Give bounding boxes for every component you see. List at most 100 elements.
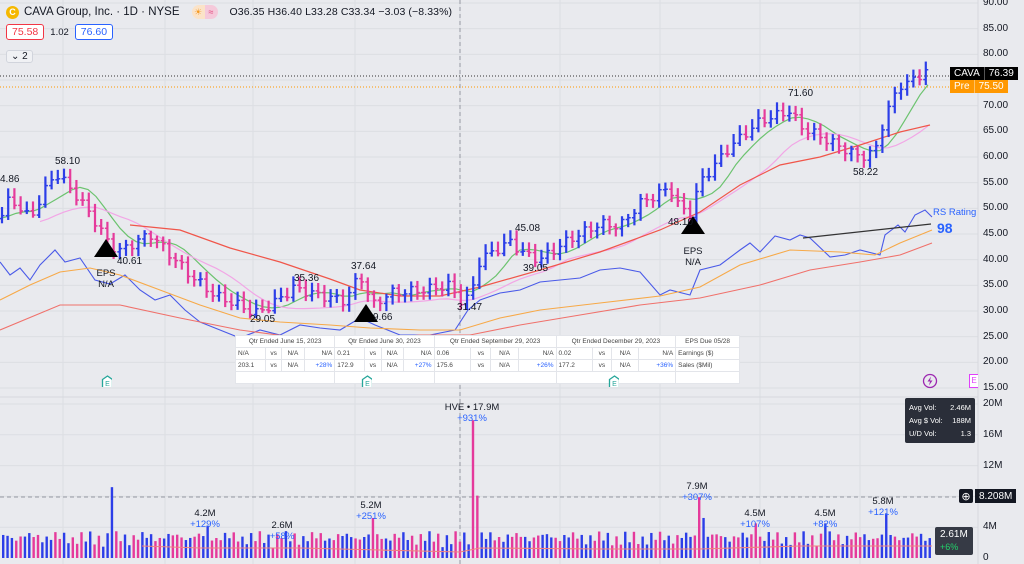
volume-tick: 0 [983,552,989,563]
quarter-header: Qtr Ended June 30, 2023 [334,335,435,348]
volume-label-value: 4.5M [744,508,766,519]
cell: vs [470,359,492,372]
eps-label-value: N/A [98,279,114,290]
cell: N/A [235,347,266,360]
cell: N/A [303,347,336,360]
cell: 203.1 [235,359,266,372]
svg-text:E: E [365,381,370,387]
volume-label: 2.6M +58% [270,520,295,542]
price-tick: 25.00 [983,330,1009,342]
price-label: 37.64 [351,261,377,272]
lightning-icon[interactable] [922,373,938,389]
earnings-e-icon[interactable]: E [101,375,112,387]
pre-market-value: 75.50 [974,80,1008,93]
price-tick: 80.00 [983,48,1009,60]
price-tick: 85.00 [983,22,1009,34]
earnings-e-icon[interactable]: E [361,375,372,387]
svg-text:E: E [105,381,110,387]
moving-averages [0,84,931,310]
volume-label-change: +82% [812,519,838,530]
price-label: 31.47 [457,302,483,313]
cell [234,371,336,384]
earnings-e-icon[interactable]: E [608,375,619,387]
ohlc-values: O36.35 H36.40 L33.28 C33.34 −3.03 (−8.33… [230,6,453,18]
cell: +28% [303,359,336,372]
cell: N/A [611,359,640,372]
earnings-empty-row [234,371,740,384]
cell: +36% [638,359,677,372]
volume-label-value: 7.9M [686,481,708,492]
symbol-header: C CAVA Group, Inc. · 1D · NYSE ☀ ≈ O36.3… [6,5,452,19]
rs-rating-value: 98 [937,220,953,236]
cava-logo: C [6,5,19,19]
buy-button[interactable]: 76.60 [74,24,114,40]
cell: vs [470,347,492,360]
eps-triangle-icon[interactable] [94,239,118,257]
sun-icon: ☀ [191,5,205,19]
eps-due-header: EPS Due 05/28 [675,335,740,348]
eps-label-title: EPS [96,268,116,279]
pre-market-tag: Pre 75.50 [950,80,1008,93]
price-tick: 40.00 [983,253,1009,265]
price-label: 58.22 [853,167,879,178]
cell: vs [364,347,382,360]
volume-label-value: 5.2M [360,500,382,511]
eps-label-value: N/A [685,257,701,268]
close-value: C33.34 [340,6,376,18]
eps-label-title: EPS [683,246,703,257]
volume-label: 5.2M +251% [356,500,386,522]
volume-tick: 20M [983,398,1003,409]
svg-text:E: E [612,381,617,387]
cell: 177.2 [555,359,593,372]
earnings-eps-row: N/A vs N/A N/A 0.21 vs N/A N/A 0.06 vs N/A N/A 0.… [235,347,740,360]
price-bars [0,61,929,319]
eps-triangle-icon[interactable] [354,304,378,322]
rs-trendline[interactable] [802,223,932,239]
volume-label: HVE • 17.9M +931% [445,402,500,424]
price-label: 9.66 [373,312,393,323]
crosshair-volume-tag: 8.208M [975,489,1017,503]
price-label: 29.05 [250,314,276,325]
cell: +26% [517,359,557,372]
cell: 0.06 [433,347,472,360]
volume-label-change: +931% [457,413,487,424]
earnings-e-icon-partial[interactable]: E [969,374,978,388]
price-label: 35.36 [294,273,320,284]
cell: N/A [380,347,404,360]
bid-ask-row: 75.58 1.02 76.60 [6,24,114,40]
price-tick: 30.00 [983,305,1009,316]
volume-label-change: +121% [868,507,898,518]
symbol-title[interactable]: CAVA Group, Inc. · 1D · NYSE [24,6,180,18]
price-label: 71.60 [788,88,814,99]
eps-triangle-icon[interactable] [681,216,705,234]
last-price-tag: CAVA 76.39 [950,67,1018,80]
cell [433,371,557,384]
collapse-indicators-button[interactable]: ⌄ 2 [6,50,33,63]
sell-button[interactable]: 75.58 [6,24,45,40]
cell: vs [591,347,613,360]
stat-ud-vol: U/D Vol: 1.3 [909,429,971,438]
cell: N/A [638,347,677,360]
price-label: 58.10 [55,156,81,167]
wave-icon: ≈ [204,5,218,19]
last-price-value: 76.39 [984,67,1018,80]
volume-label-value: 4.5M [814,508,836,519]
current-volume-value: 2.61M [940,529,968,540]
price-label: 39.05 [523,263,549,274]
price-tick: 35.00 [983,279,1009,291]
status-pill[interactable]: ☀ ≈ [191,5,218,19]
volume-tick: 12M [983,459,1003,471]
cell: 0.02 [555,347,593,360]
add-alert-button[interactable]: ⊕ [959,489,973,503]
eps-label: EPS N/A [96,268,115,290]
price-tick: 55.00 [983,176,1009,188]
eps-markers [94,216,705,322]
volume-bars [2,420,932,558]
quarter-header: Qtr Ended December 29, 2023 [555,335,677,348]
quarter-header: Qtr Ended September 29, 2023 [433,335,557,348]
cell: N/A [380,359,404,372]
cell: 172.9 [334,359,366,372]
cell: N/A [517,347,557,360]
cell: N/A [490,347,519,360]
